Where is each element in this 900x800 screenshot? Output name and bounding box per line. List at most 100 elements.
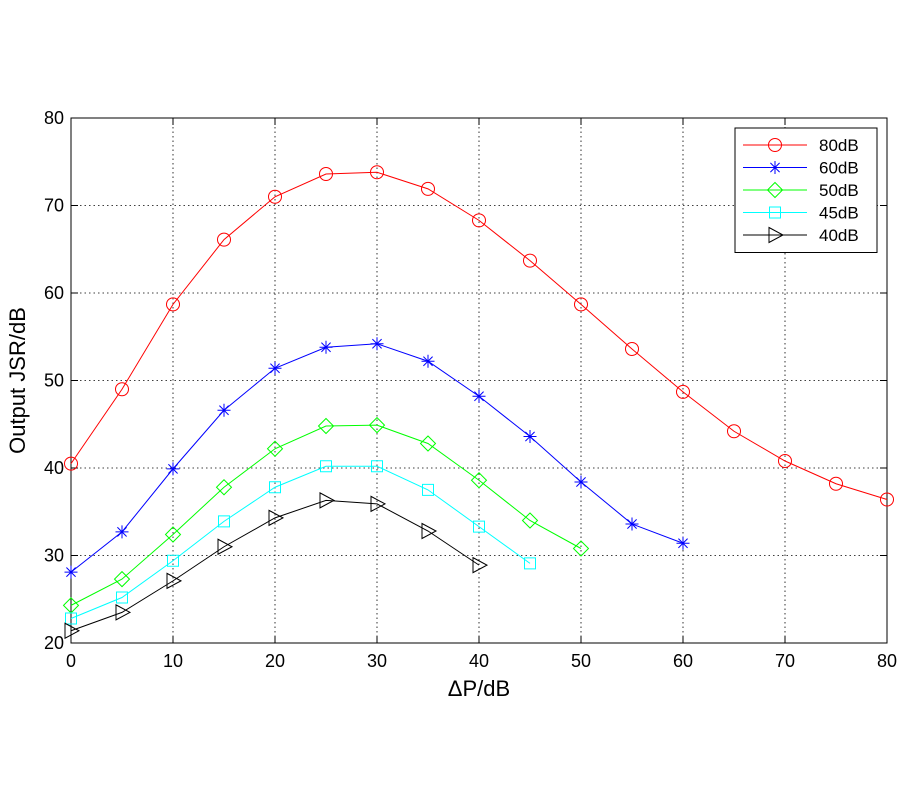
data-point bbox=[880, 492, 894, 507]
series-40dB bbox=[64, 492, 489, 640]
data-point bbox=[625, 342, 639, 356]
series-line bbox=[70, 465, 531, 619]
data-point bbox=[625, 517, 639, 531]
data-point bbox=[676, 384, 690, 399]
legend-item: 45dB bbox=[743, 204, 859, 223]
data-point bbox=[64, 456, 78, 471]
data-point bbox=[115, 525, 129, 539]
data-point bbox=[473, 520, 485, 533]
legend-marker bbox=[769, 206, 781, 219]
data-point bbox=[523, 430, 537, 443]
data-point bbox=[676, 536, 690, 550]
data-point bbox=[572, 540, 590, 557]
data-point bbox=[166, 572, 183, 590]
data-point bbox=[421, 181, 435, 196]
y-tick-label: 30 bbox=[44, 546, 64, 566]
y-tick-label: 50 bbox=[44, 371, 64, 391]
data-point bbox=[115, 382, 129, 397]
data-point bbox=[319, 492, 336, 509]
data-point bbox=[470, 472, 488, 489]
x-axis-label: ΔP/dB bbox=[448, 676, 510, 701]
data-point bbox=[218, 515, 230, 528]
x-tick-label: 60 bbox=[673, 651, 693, 671]
data-point bbox=[317, 417, 335, 435]
data-point bbox=[472, 213, 486, 228]
data-point bbox=[64, 622, 81, 640]
data-point bbox=[115, 604, 132, 621]
data-point bbox=[371, 460, 383, 473]
data-point bbox=[370, 165, 384, 180]
y-tick-label: 40 bbox=[44, 458, 64, 478]
y-axis-label: Output JSR/dB bbox=[5, 307, 30, 454]
legend-item: 50dB bbox=[743, 181, 859, 200]
data-point bbox=[167, 554, 179, 567]
legend-marker bbox=[768, 138, 782, 152]
data-point bbox=[268, 509, 285, 527]
x-tick-label: 70 bbox=[775, 651, 795, 671]
data-point bbox=[217, 403, 231, 417]
data-point bbox=[166, 297, 180, 312]
legend-label: 80dB bbox=[819, 136, 859, 155]
legend-label: 40dB bbox=[819, 226, 859, 245]
data-point bbox=[166, 462, 180, 476]
data-point bbox=[727, 424, 741, 439]
data-point bbox=[266, 440, 284, 457]
legend-marker bbox=[768, 226, 785, 244]
y-tick-label: 80 bbox=[44, 108, 64, 128]
legend-marker bbox=[766, 181, 784, 199]
data-point bbox=[370, 495, 387, 513]
axis-ticks: 0 10 20 30 40 50 60 70 80 20 30 40 50 60 70 80 bbox=[44, 108, 897, 671]
data-point bbox=[370, 337, 384, 351]
data-point bbox=[523, 253, 537, 268]
data-point bbox=[778, 454, 792, 468]
x-tick-label: 0 bbox=[66, 651, 76, 671]
series-line bbox=[70, 424, 582, 606]
data-point bbox=[164, 526, 182, 543]
data-point bbox=[421, 522, 438, 540]
data-point bbox=[524, 557, 536, 570]
data-point bbox=[472, 389, 486, 403]
data-point bbox=[574, 297, 588, 312]
legend-marker bbox=[768, 161, 782, 174]
data-point bbox=[574, 475, 588, 489]
series-60dB bbox=[64, 337, 690, 579]
legend-label: 50dB bbox=[819, 181, 859, 200]
series-line bbox=[70, 171, 888, 500]
data-point bbox=[422, 483, 434, 496]
x-tick-label: 50 bbox=[571, 651, 591, 671]
legend-label: 60dB bbox=[819, 159, 859, 178]
data-point bbox=[268, 189, 282, 204]
legend-item: 80dB bbox=[743, 136, 859, 155]
legend-item: 40dB bbox=[743, 226, 859, 245]
x-tick-label: 20 bbox=[265, 651, 285, 671]
data-point bbox=[319, 167, 333, 181]
data-point bbox=[215, 479, 233, 496]
data-point bbox=[65, 612, 77, 625]
data-point bbox=[268, 361, 282, 375]
legend-item: 60dB bbox=[743, 159, 859, 178]
y-tick-label: 60 bbox=[44, 283, 64, 303]
data-point bbox=[472, 556, 489, 574]
x-tick-label: 80 bbox=[877, 651, 897, 671]
legend: 80dB 60dB 50dB 45dB 40dB bbox=[734, 127, 878, 253]
data-point bbox=[64, 565, 78, 579]
data-point bbox=[421, 354, 435, 368]
y-tick-label: 20 bbox=[44, 633, 64, 653]
data-point bbox=[320, 460, 332, 473]
data-point bbox=[419, 435, 437, 452]
data-point bbox=[217, 538, 234, 556]
legend-label: 45dB bbox=[819, 204, 859, 223]
data-point bbox=[319, 340, 333, 354]
data-point bbox=[269, 481, 281, 494]
x-tick-label: 30 bbox=[367, 651, 387, 671]
x-tick-label: 10 bbox=[163, 651, 183, 671]
y-tick-label: 70 bbox=[44, 196, 64, 216]
data-point bbox=[217, 232, 231, 247]
data-point bbox=[829, 476, 843, 491]
series-45dB bbox=[65, 460, 536, 625]
series-line bbox=[70, 499, 480, 632]
series-80dB bbox=[64, 165, 894, 507]
series-group bbox=[62, 165, 894, 640]
x-tick-label: 40 bbox=[469, 651, 489, 671]
